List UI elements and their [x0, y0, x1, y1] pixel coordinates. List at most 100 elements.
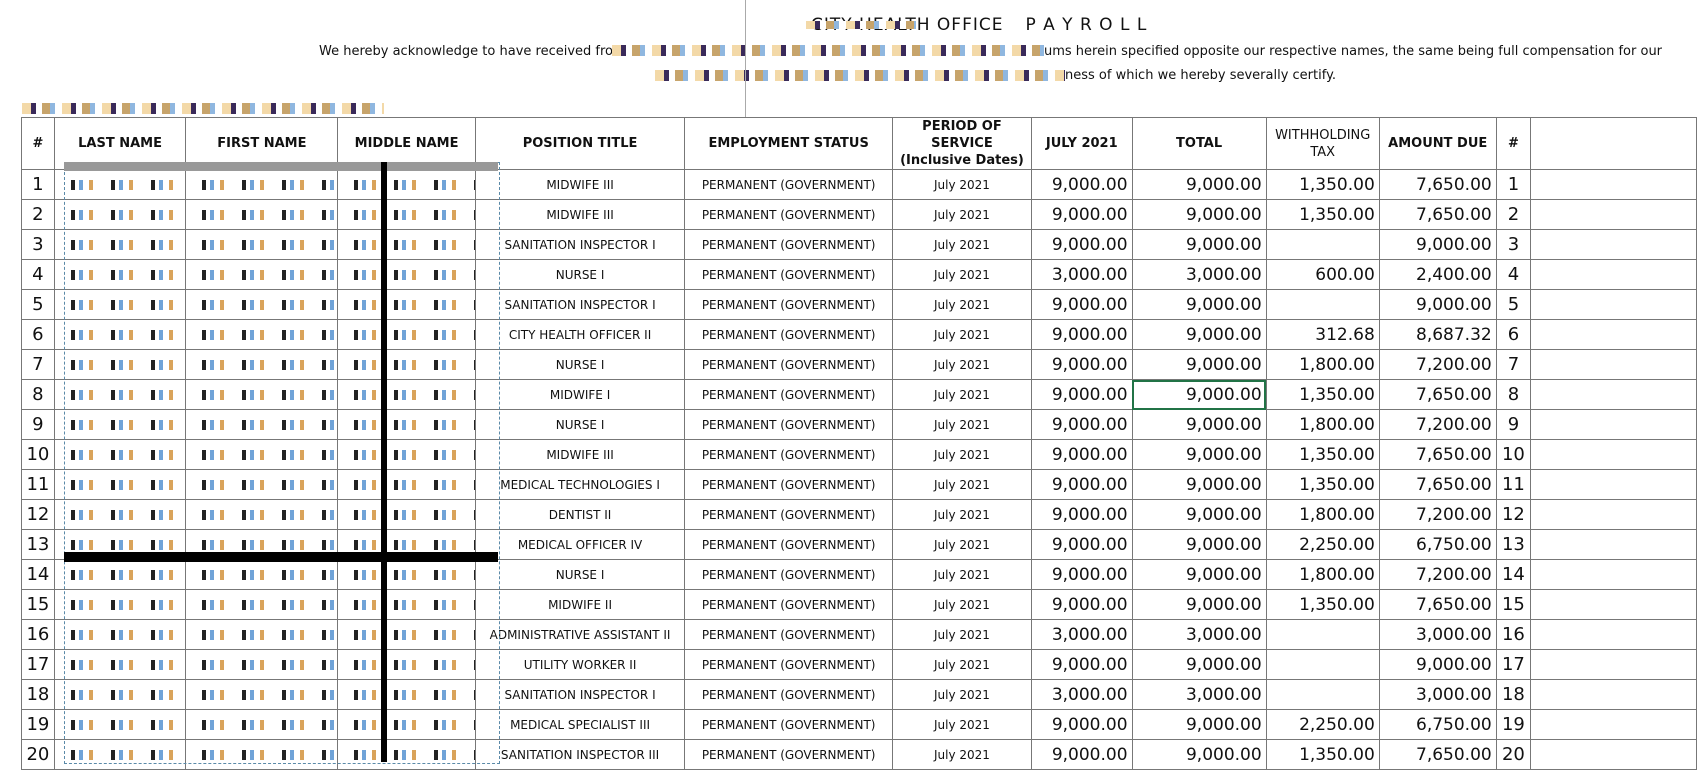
position-title: MIDWIFE I [474, 379, 686, 410]
column-header: PERIOD OF SERVICE (Inclusive Dates) [891, 117, 1032, 170]
period-of-service: July 2021 [891, 229, 1032, 260]
july-amount: 9,000.00 [1030, 379, 1133, 410]
row-number: 6 [21, 319, 55, 350]
row-number: 9 [21, 409, 55, 440]
column-header: # [21, 117, 55, 170]
empty-cell [1530, 559, 1697, 590]
withholding-tax: 1,800.00 [1265, 409, 1380, 440]
period-of-service: July 2021 [891, 589, 1032, 620]
row-number: 7 [21, 349, 55, 380]
position-title: NURSE I [474, 259, 686, 290]
period-of-service: July 2021 [891, 529, 1032, 560]
redacted-name [185, 619, 339, 650]
redacted-name [53, 409, 187, 440]
column-header: WITHHOLDING TAX [1265, 117, 1380, 170]
row-number: 7 [1495, 349, 1532, 380]
redacted-name [53, 439, 187, 470]
withholding-tax: 2,250.00 [1265, 709, 1380, 740]
amount-due: 3,000.00 [1378, 619, 1497, 650]
july-amount: 9,000.00 [1030, 649, 1133, 680]
employment-status: PERMANENT (GOVERNMENT) [684, 289, 893, 320]
redacted-name [53, 739, 187, 770]
column-header: AMOUNT DUE [1378, 117, 1497, 170]
period-of-service: July 2021 [891, 169, 1032, 200]
redaction [22, 103, 384, 114]
withholding-tax: 1,350.00 [1265, 439, 1380, 470]
data-row: 3 SANITATION INSPECTOR I PERMANENT (GOVERN… [21, 229, 1697, 260]
redacted-name [185, 319, 339, 350]
row-number: 15 [21, 589, 55, 620]
position-title: MIDWIFE II [474, 589, 686, 620]
column-header: LAST NAME [53, 117, 187, 170]
total: 9,000.00 [1131, 469, 1267, 500]
redacted-name [185, 529, 339, 560]
withholding-tax: 1,800.00 [1265, 559, 1380, 590]
redacted-name [53, 289, 187, 320]
position-title: MEDICAL TECHNOLOGIES I [474, 469, 686, 500]
position-title: MEDICAL OFFICER IV [474, 529, 686, 560]
empty-cell [1530, 409, 1697, 440]
total: 9,000.00 [1131, 229, 1267, 260]
total: 9,000.00 [1131, 379, 1267, 410]
total: 9,000.00 [1131, 199, 1267, 230]
redacted-name [185, 709, 339, 740]
employment-status: PERMANENT (GOVERNMENT) [684, 709, 893, 740]
redacted-name [337, 319, 476, 350]
redaction [612, 45, 1044, 56]
row-number: 20 [1495, 739, 1532, 770]
empty-cell [1530, 649, 1697, 680]
withholding-tax [1265, 649, 1380, 680]
data-row: 2 MIDWIFE III PERMANENT (GOVERNMENT) July 2… [21, 199, 1697, 230]
period-of-service: July 2021 [891, 379, 1032, 410]
position-title: DENTIST II [474, 499, 686, 530]
employment-status: PERMANENT (GOVERNMENT) [684, 529, 893, 560]
row-number: 10 [21, 439, 55, 470]
redacted-name [337, 739, 476, 770]
redacted-name [185, 169, 339, 200]
empty-cell [1530, 439, 1697, 470]
amount-due: 7,200.00 [1378, 499, 1497, 530]
redacted-name [185, 409, 339, 440]
july-amount: 9,000.00 [1030, 739, 1133, 770]
redacted-name [53, 379, 187, 410]
data-row: 11 MEDICAL TECHNOLOGIES I PERMANENT (GOVER… [21, 469, 1697, 500]
redacted-name [185, 379, 339, 410]
employment-status: PERMANENT (GOVERNMENT) [684, 499, 893, 530]
row-number: 19 [21, 709, 55, 740]
total: 9,000.00 [1131, 709, 1267, 740]
withholding-tax: 1,350.00 [1265, 739, 1380, 770]
redacted-name [337, 439, 476, 470]
column-header: JULY 2021 [1030, 117, 1133, 170]
data-row: 14 NURSE I PERMANENT (GOVERNMENT) July 2021… [21, 559, 1697, 590]
amount-due: 9,000.00 [1378, 649, 1497, 680]
data-row: 17 UTILITY WORKER II PERMANENT (GOVERNMENT… [21, 649, 1697, 680]
redacted-name [337, 409, 476, 440]
withholding-tax: 1,350.00 [1265, 199, 1380, 230]
redacted-name [53, 199, 187, 230]
empty-cell [1530, 709, 1697, 740]
employment-status: PERMANENT (GOVERNMENT) [684, 589, 893, 620]
data-row: 1 MIDWIFE III PERMANENT (GOVERNMENT) July 2… [21, 169, 1697, 200]
amount-due: 2,400.00 [1378, 259, 1497, 290]
row-number: 1 [1495, 169, 1532, 200]
position-title: CITY HEALTH OFFICER II [474, 319, 686, 350]
row-number: 12 [1495, 499, 1532, 530]
empty-cell [1530, 739, 1697, 770]
employment-status: PERMANENT (GOVERNMENT) [684, 469, 893, 500]
data-row: 13 MEDICAL OFFICER IV PERMANENT (GOVERNMEN… [21, 529, 1697, 560]
employment-status: PERMANENT (GOVERNMENT) [684, 259, 893, 290]
data-row: 7 NURSE I PERMANENT (GOVERNMENT) July 2021 9… [21, 349, 1697, 380]
redacted-name [185, 199, 339, 230]
employment-status: PERMANENT (GOVERNMENT) [684, 739, 893, 770]
row-number: 14 [21, 559, 55, 590]
redacted-name [53, 649, 187, 680]
empty-cell [1530, 499, 1697, 530]
redacted-name [337, 229, 476, 260]
column-header: TOTAL [1131, 117, 1267, 170]
row-number: 4 [1495, 259, 1532, 290]
column-header: MIDDLE NAME [337, 117, 476, 170]
row-number: 3 [1495, 229, 1532, 260]
withholding-tax: 600.00 [1265, 259, 1380, 290]
ack-line-1-end: ums herein specified opposite our respec… [1044, 44, 1663, 59]
total: 9,000.00 [1131, 319, 1267, 350]
